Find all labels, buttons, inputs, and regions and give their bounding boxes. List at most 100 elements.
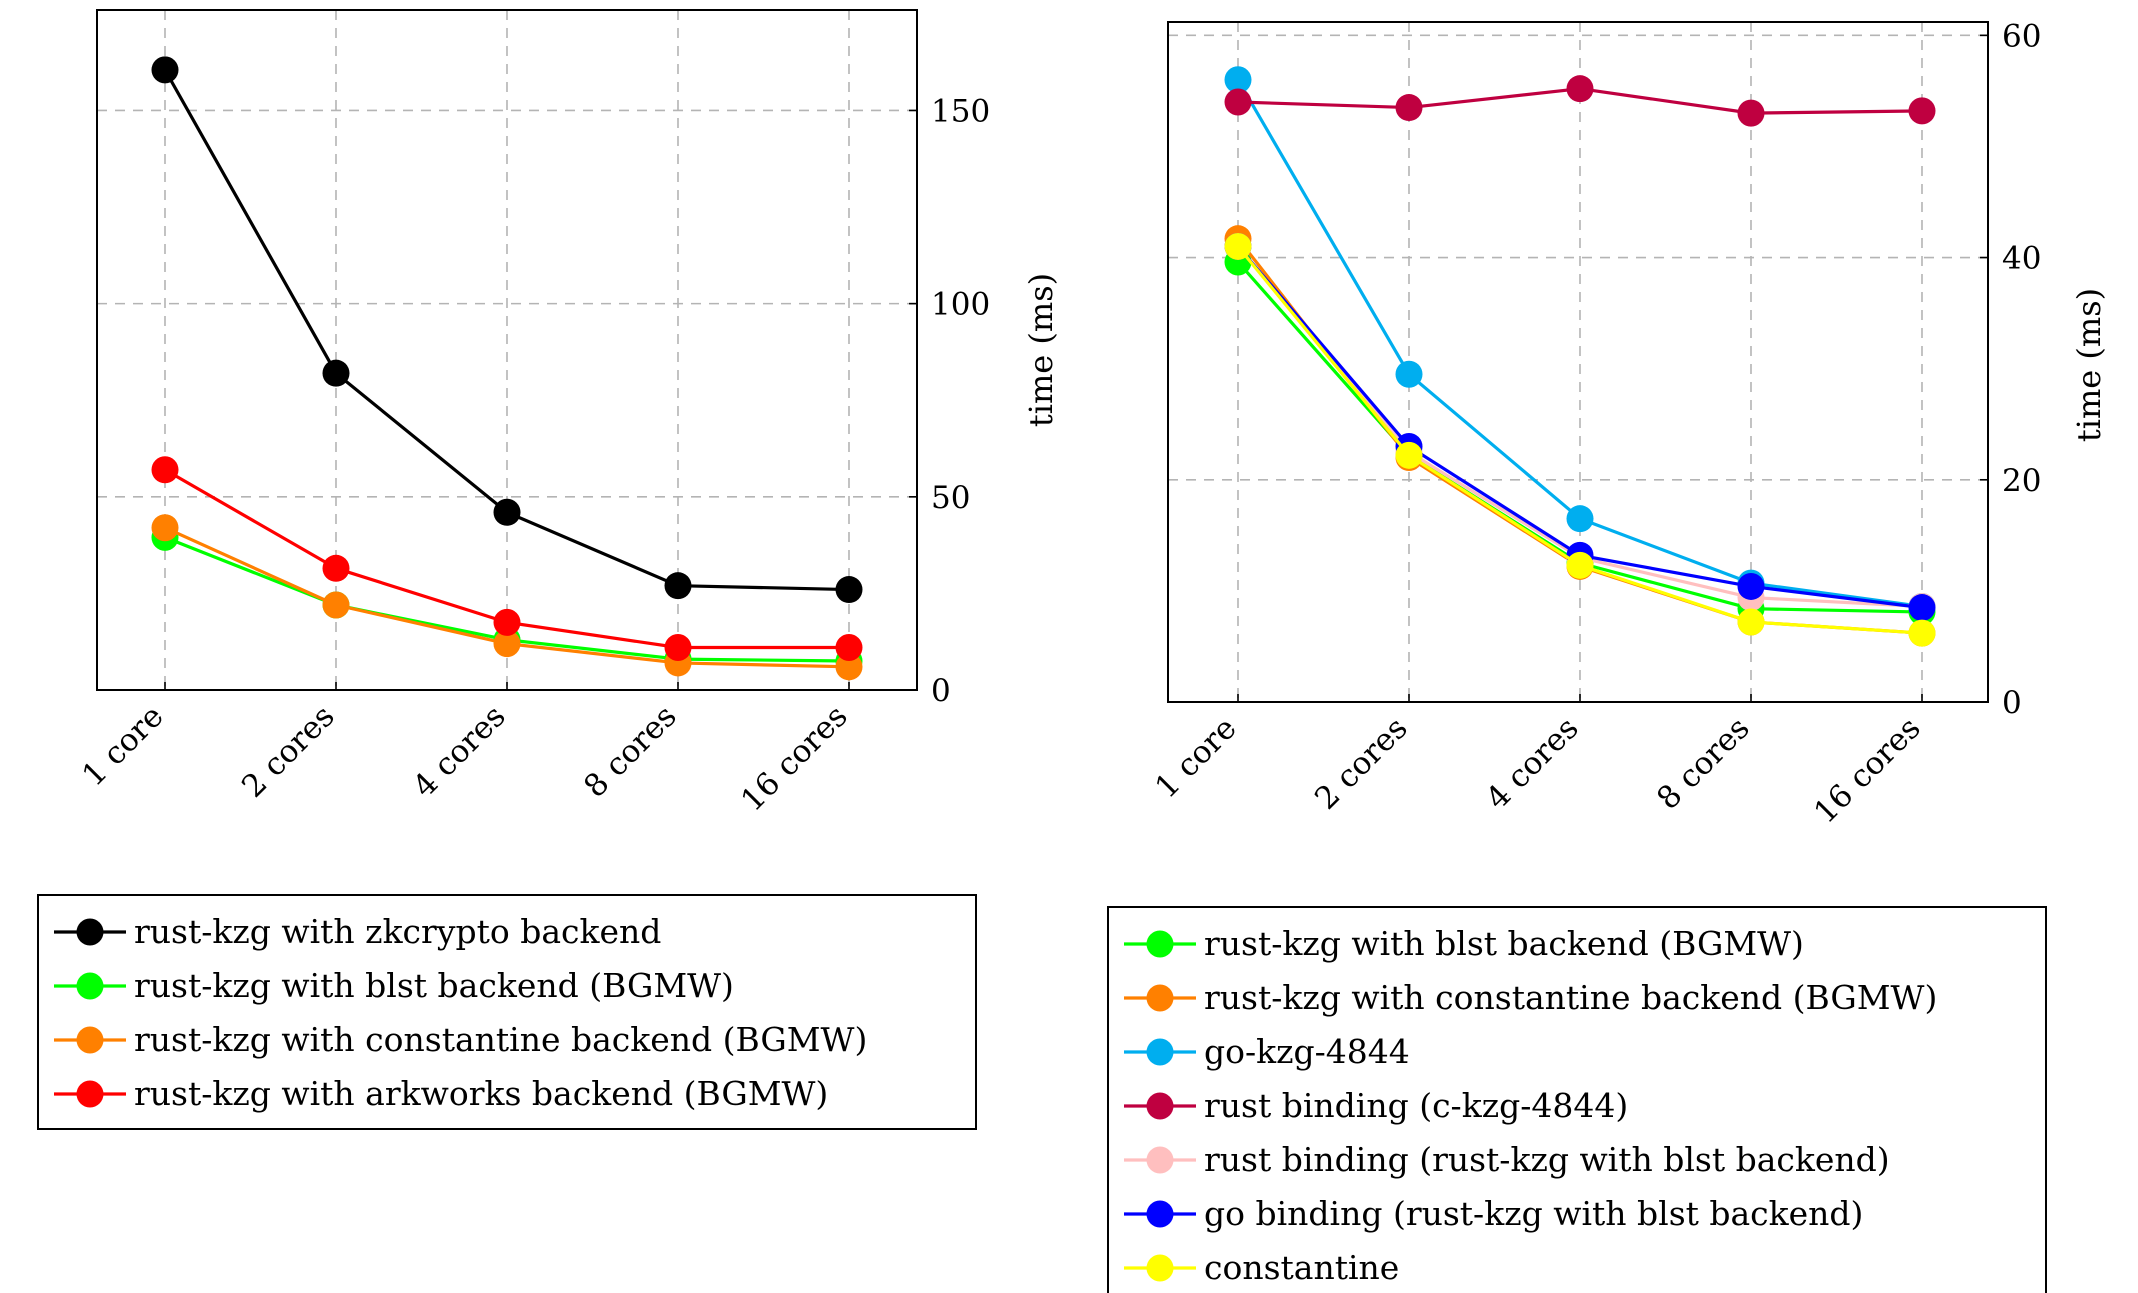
y-axis-label: time (ms) bbox=[2070, 288, 2108, 442]
legend-marker bbox=[76, 1080, 104, 1108]
data-point bbox=[151, 456, 179, 484]
x-tick-label: 1 core bbox=[1148, 710, 1243, 805]
data-point bbox=[322, 554, 350, 582]
y-tick-labels: 0 20 40 60 bbox=[2002, 18, 2041, 721]
data-point bbox=[1224, 66, 1252, 94]
data-point bbox=[493, 630, 521, 658]
y-tick-marks bbox=[1237, 34, 1988, 703]
data-point bbox=[1395, 360, 1423, 388]
x-tick-label: 2 cores bbox=[1308, 710, 1415, 817]
data-point bbox=[835, 576, 863, 604]
data-point bbox=[664, 572, 692, 600]
data-point bbox=[1908, 97, 1936, 125]
legend-label: go-kzg-4844 bbox=[1204, 1032, 1410, 1071]
data-point bbox=[1908, 619, 1936, 647]
x-tick-label: 8 cores bbox=[1650, 710, 1757, 817]
series-group bbox=[1224, 66, 1936, 647]
x-tick-label: 2 cores bbox=[235, 698, 342, 805]
y-tick-labels: 0 50 100 150 bbox=[931, 93, 990, 709]
legend-marker bbox=[1146, 1092, 1174, 1120]
data-point bbox=[1566, 75, 1594, 103]
x-tick-labels: 1 core 2 cores 4 cores 8 cores 16 cores bbox=[1148, 710, 1927, 830]
legend-entry: rust-kzg with constantine backend (BGMW) bbox=[54, 1020, 867, 1059]
data-point bbox=[151, 56, 179, 84]
legend-marker bbox=[76, 918, 104, 946]
legend-label: rust-kzg with blst backend (BGMW) bbox=[1204, 924, 1804, 963]
legend-entry: rust-kzg with constantine backend (BGMW) bbox=[1124, 978, 1937, 1017]
data-point bbox=[322, 359, 350, 387]
legend-marker bbox=[1146, 1254, 1174, 1282]
legend-label: go binding (rust-kzg with blst backend) bbox=[1204, 1194, 1863, 1233]
x-tick-label: 4 cores bbox=[1479, 710, 1586, 817]
legend-entry: rust-kzg with blst backend (BGMW) bbox=[54, 966, 734, 1005]
data-point bbox=[1737, 572, 1765, 600]
data-point bbox=[493, 608, 521, 636]
series-rust-kzg-with-zkcrypto-backend bbox=[151, 56, 863, 604]
data-point bbox=[1224, 88, 1252, 116]
legend-label: rust-kzg with constantine backend (BGMW) bbox=[134, 1020, 867, 1059]
legend-marker bbox=[76, 1026, 104, 1054]
series-rust-kzg-with-arkworks-backend-bgmw- bbox=[151, 456, 863, 661]
x-tick-labels: 1 core 2 cores 4 cores 8 cores 16 cores bbox=[75, 698, 854, 818]
legend-entry: constantine bbox=[1124, 1248, 1399, 1287]
data-point bbox=[1395, 441, 1423, 469]
data-point bbox=[1737, 608, 1765, 636]
legend-entry: rust binding (c-kzg-4844) bbox=[1124, 1086, 1628, 1125]
legend-label: rust-kzg with blst backend (BGMW) bbox=[134, 966, 734, 1005]
y-tick-label: 20 bbox=[2002, 463, 2041, 499]
y-tick-label: 100 bbox=[931, 287, 990, 323]
y-tick-label: 150 bbox=[931, 93, 990, 129]
legend-marker bbox=[76, 972, 104, 1000]
x-tick-label: 1 core bbox=[75, 698, 170, 793]
legend-label: constantine bbox=[1204, 1248, 1399, 1287]
legend-label: rust-kzg with zkcrypto backend bbox=[134, 912, 661, 951]
data-point bbox=[151, 514, 179, 542]
legend-label: rust-kzg with arkworks backend (BGMW) bbox=[134, 1074, 828, 1113]
y-tick-label: 0 bbox=[2002, 685, 2022, 721]
x-tick-label: 16 cores bbox=[734, 698, 854, 818]
chart-right: 0 20 40 60 1 core 2 cores 4 cores 8 cores 16 co… bbox=[1148, 18, 2108, 830]
plot-frame bbox=[1167, 21, 1989, 703]
legend-left: rust-kzg with zkcrypto backend rust-kzg w… bbox=[37, 894, 977, 1130]
data-point bbox=[322, 591, 350, 619]
legend-marker bbox=[1146, 1200, 1174, 1228]
series-group bbox=[151, 56, 863, 681]
legend-marker bbox=[1146, 1038, 1174, 1066]
data-point bbox=[493, 498, 521, 526]
legend-marker bbox=[1146, 984, 1174, 1012]
y-axis-label: time (ms) bbox=[1022, 273, 1060, 427]
y-tick-label: 40 bbox=[2002, 241, 2041, 277]
legend-marker bbox=[1146, 1146, 1174, 1174]
data-point bbox=[1224, 232, 1252, 260]
data-point bbox=[1737, 99, 1765, 127]
chart-left: 0 50 100 150 1 core 2 cores 4 cores 8 cores 16 … bbox=[75, 9, 1060, 819]
legend-entry: go binding (rust-kzg with blst backend) bbox=[1124, 1194, 1863, 1233]
legend-entry: rust binding (rust-kzg with blst backend… bbox=[1124, 1140, 1890, 1179]
data-point bbox=[1908, 594, 1936, 622]
legend-entry: rust-kzg with arkworks backend (BGMW) bbox=[54, 1074, 828, 1113]
x-tick-label: 8 cores bbox=[577, 698, 684, 805]
y-tick-label: 60 bbox=[2002, 18, 2041, 54]
series-rust-binding-c-kzg-4844- bbox=[1224, 75, 1936, 127]
legend-right: rust-kzg with blst backend (BGMW) rust-kz… bbox=[1107, 906, 2047, 1293]
data-point bbox=[835, 653, 863, 681]
legend-box bbox=[37, 894, 977, 1130]
x-tick-label: 16 cores bbox=[1807, 710, 1927, 830]
data-point bbox=[1566, 505, 1594, 533]
x-tick-label: 4 cores bbox=[406, 698, 513, 805]
data-point bbox=[835, 634, 863, 661]
y-tick-label: 0 bbox=[931, 673, 951, 709]
data-point bbox=[1566, 551, 1594, 579]
y-tick-marks bbox=[164, 109, 917, 691]
legend-label: rust binding (rust-kzg with blst backend… bbox=[1204, 1140, 1890, 1179]
y-tick-label: 50 bbox=[931, 480, 970, 516]
legend-entry: rust-kzg with zkcrypto backend bbox=[54, 912, 661, 951]
legend-entry: rust-kzg with blst backend (BGMW) bbox=[1124, 924, 1804, 963]
legend-label: rust binding (c-kzg-4844) bbox=[1204, 1086, 1628, 1125]
legend-label: rust-kzg with constantine backend (BGMW) bbox=[1204, 978, 1937, 1017]
legend-box bbox=[1107, 906, 2047, 1293]
series-constantine bbox=[1224, 232, 1936, 647]
legend-marker bbox=[1146, 930, 1174, 958]
data-point bbox=[1395, 94, 1423, 122]
